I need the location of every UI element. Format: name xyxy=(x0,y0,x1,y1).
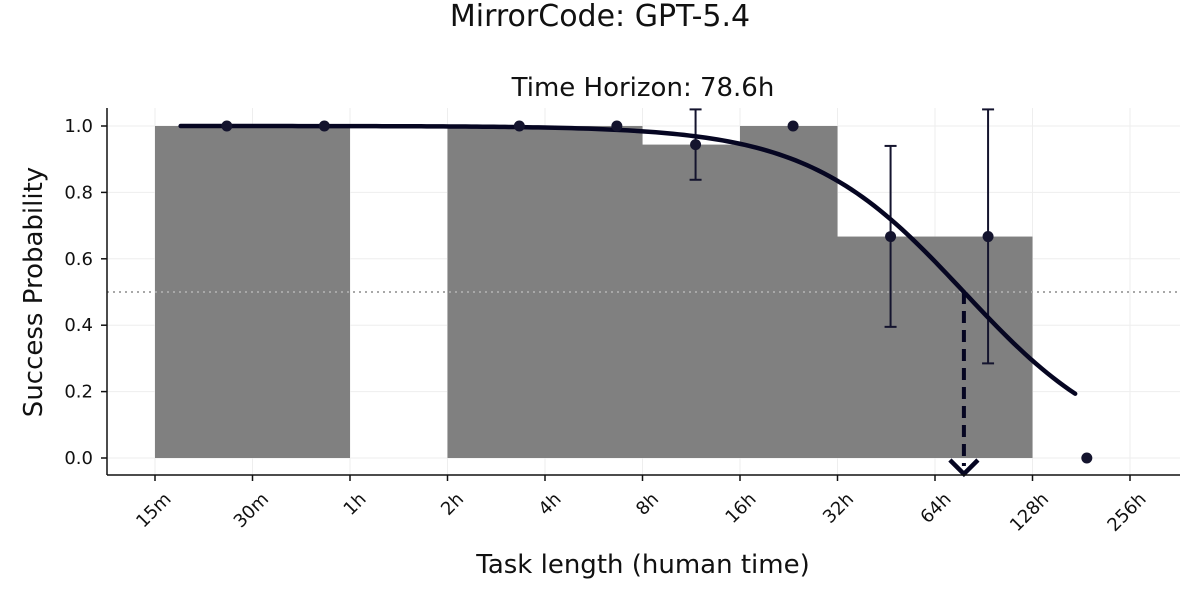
data-points xyxy=(221,120,1093,464)
data-point xyxy=(885,231,897,243)
horizon-marker-group xyxy=(948,292,980,478)
x-tick-label: 30m xyxy=(230,489,273,532)
y-tick-label: 1.0 xyxy=(64,116,93,137)
x-tick-label: 32h xyxy=(819,489,858,528)
y-tick-label: 0.6 xyxy=(64,249,93,270)
data-point xyxy=(690,139,702,151)
x-axis-label: Task length (human time) xyxy=(475,550,810,580)
data-point xyxy=(513,120,525,132)
data-point xyxy=(318,120,330,132)
x-tick-label: 8h xyxy=(632,489,663,520)
y-tick-label: 0.0 xyxy=(64,448,93,469)
data-point xyxy=(611,120,623,132)
time-horizon-arrow xyxy=(948,458,980,478)
x-tick-label: 128h xyxy=(1006,489,1053,536)
x-tick-label: 4h xyxy=(535,489,566,520)
axes xyxy=(101,108,1180,481)
data-point xyxy=(982,231,994,243)
bar xyxy=(837,236,1033,458)
chart-title: Time Horizon: 78.6h xyxy=(511,73,775,103)
x-tick-label: 15m xyxy=(132,489,175,532)
x-tick-label: 2h xyxy=(437,489,468,520)
y-tick-label: 0.8 xyxy=(64,182,93,203)
y-tick-label: 0.2 xyxy=(64,382,93,403)
y-axis-label: Success Probability xyxy=(19,167,49,417)
data-point xyxy=(787,120,799,132)
y-tick-label: 0.4 xyxy=(64,315,93,336)
x-tick-label: 1h xyxy=(340,489,371,520)
data-point xyxy=(1081,452,1093,464)
bars xyxy=(155,126,1033,459)
x-tick-label: 256h xyxy=(1103,489,1150,536)
chart-suptitle: MirrorCode: GPT-5.4 xyxy=(450,0,750,34)
data-point xyxy=(221,120,233,132)
bar xyxy=(642,144,740,459)
x-tick-label: 64h xyxy=(916,489,955,528)
x-tick-label: 16h xyxy=(721,489,760,528)
